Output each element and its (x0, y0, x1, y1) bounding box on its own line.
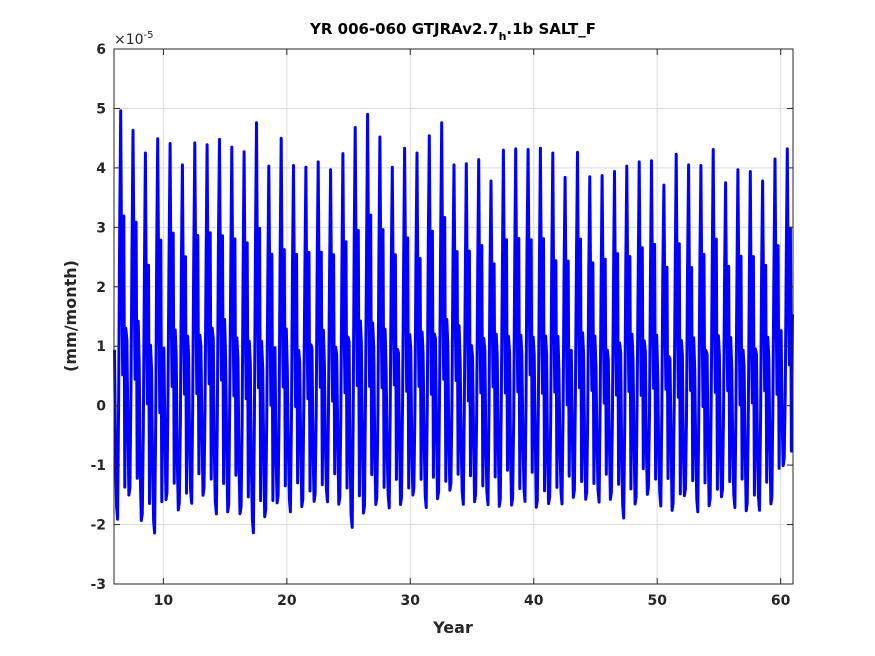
y-tick-label: 5 (96, 101, 106, 117)
chart-title-subscript: h (499, 30, 507, 43)
y-tick-label: 3 (96, 220, 106, 236)
y-tick-label: -1 (90, 458, 106, 474)
y-multiplier: ×10-5 (114, 30, 154, 48)
series-line (113, 109, 794, 535)
y-tick-label: 0 (96, 399, 106, 415)
chart-title: YR 006-060 GTJRAv2.7h.1b SALT_F (309, 20, 596, 43)
y-multiplier-exponent: -5 (144, 30, 154, 41)
tick-marks (114, 48, 793, 585)
x-tick-label: 30 (401, 593, 421, 609)
y-tick-label: 1 (96, 339, 106, 355)
y-tick-labels: -3 -2 -1 0 1 2 3 4 5 6 (90, 42, 106, 593)
y-tick-label: -2 (90, 518, 106, 534)
axes-box (113, 48, 794, 585)
chart-title-main: YR 006-060 GTJRAv2.7 (309, 20, 499, 38)
y-tick-label: 6 (96, 42, 106, 58)
y-tick-label: 4 (96, 161, 106, 177)
x-tick-label: 10 (154, 593, 174, 609)
x-tick-label: 40 (524, 593, 544, 609)
y-tick-label: 2 (96, 280, 106, 296)
x-tick-labels: 10 20 30 40 50 60 (154, 593, 791, 609)
x-axis-label: Year (432, 618, 473, 637)
y-multiplier-base: ×10 (114, 32, 144, 48)
series-layer (113, 109, 794, 535)
chart-title-end: .1b SALT_F (506, 20, 596, 38)
y-tick-label: -3 (90, 577, 106, 593)
x-tick-label: 60 (771, 593, 791, 609)
x-tick-label: 20 (277, 593, 297, 609)
y-axis-label: (mm/month) (61, 260, 80, 372)
x-tick-label: 50 (647, 593, 667, 609)
